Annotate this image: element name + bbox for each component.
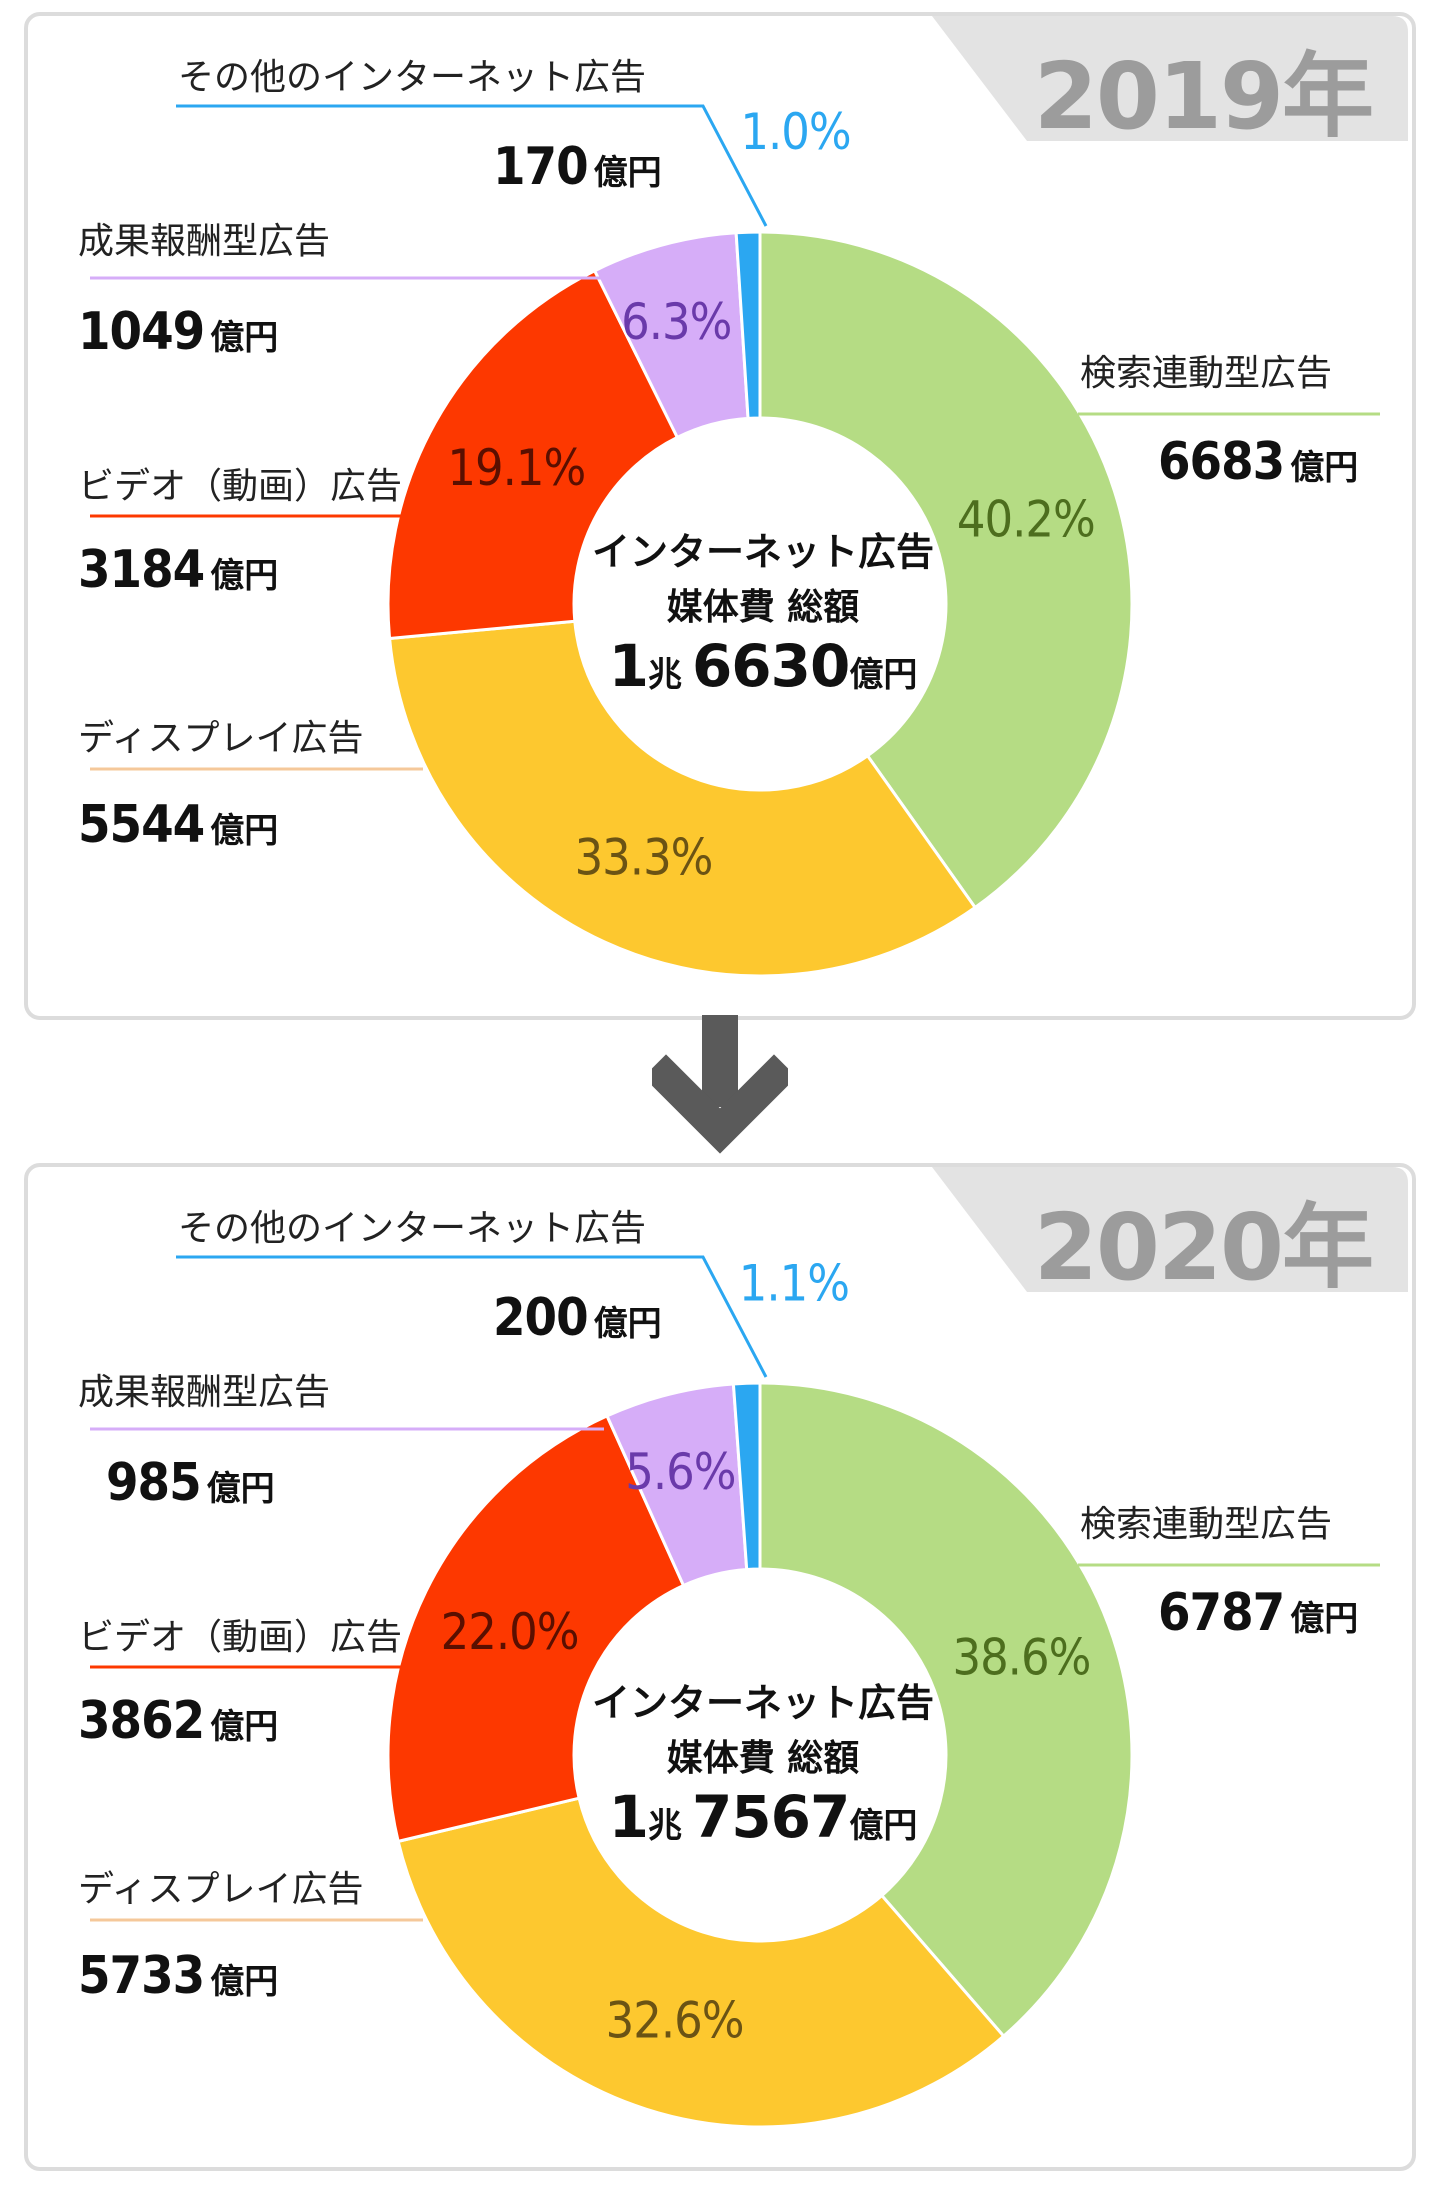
value-unit: 億円 (210, 556, 279, 596)
year-tab-shape (932, 1167, 1408, 1292)
value-display-ads: 5544 億円 (78, 799, 278, 851)
value-other-ads: 200 億円 (493, 1292, 662, 1344)
value-unit: 億円 (1290, 448, 1359, 488)
slice-other-ads (731, 1381, 762, 1572)
down-arrow-icon (652, 1015, 788, 1154)
value-performance-ads: 1049 億円 (78, 306, 278, 358)
value-unit: 億円 (210, 318, 279, 358)
leader-lines (90, 104, 1380, 771)
unit-a: 兆 (647, 655, 682, 695)
value-video-ads: 3184 億円 (78, 544, 278, 596)
value-performance-ads: 985 億円 (106, 1457, 275, 1509)
slice-search-ads (758, 230, 1134, 910)
unit-b: 億円 (849, 655, 918, 695)
donut-center-total: インターネット広告 媒体費 総額 1兆 7567億円 (563, 1672, 963, 1851)
value-number: 170 (493, 137, 589, 197)
value-unit: 億円 (593, 153, 662, 193)
slice-video-ads (386, 268, 680, 641)
value-unit: 億円 (593, 1304, 662, 1344)
year-number: 2020 (1033, 1194, 1284, 1301)
value-unit: 億円 (210, 1707, 279, 1747)
leader-other-ads (176, 104, 768, 227)
label-display-ads: ディスプレイ広告 (78, 1869, 364, 1910)
value-number: 985 (106, 1453, 202, 1513)
label-other-ads: その他のインターネット広告 (178, 1208, 647, 1249)
chart-panel-2020: 2020年 38.6% 32.6% 22.0% 5.6% 1.1% 検索連動型広告 67… (24, 1163, 1416, 2171)
unit-b: 億円 (849, 1806, 918, 1846)
leader-lines (90, 1255, 1380, 1922)
amount-b: 7567 (691, 1783, 850, 1851)
donut-center-total: インターネット広告 媒体費 総額 1兆 6630億円 (563, 521, 963, 700)
donut-slices (386, 230, 1134, 978)
value-number: 6787 (1158, 1583, 1285, 1643)
year-label: 2020年 (1033, 1173, 1374, 1306)
value-number: 200 (493, 1288, 589, 1348)
year-number: 2019 (1033, 43, 1284, 150)
center-subtitle: 媒体費 総額 (666, 587, 860, 628)
year-tab-shape (932, 16, 1408, 141)
label-display-ads: ディスプレイ広告 (78, 718, 364, 759)
label-video-ads: ビデオ（動画）広告 (78, 466, 403, 507)
year-tab: 2019年 (932, 16, 1412, 150)
leader-other-ads (176, 1255, 768, 1378)
value-search-ads: 6787 億円 (1158, 1587, 1358, 1639)
percent-labels: 40.2% 33.3% 19.1% 6.3% 1.0% (447, 103, 1095, 887)
value-number: 3184 (78, 540, 205, 600)
label-video-ads: ビデオ（動画）広告 (78, 1617, 403, 1658)
value-video-ads: 3862 億円 (78, 1695, 278, 1747)
value-unit: 億円 (206, 1469, 275, 1509)
center-amount: 1兆 6630億円 (563, 632, 963, 700)
amount-b: 6630 (691, 632, 850, 700)
label-search-ads: 検索連動型広告 (1080, 353, 1333, 394)
value-display-ads: 5733 億円 (78, 1950, 278, 2002)
value-number: 5733 (78, 1946, 205, 2006)
center-title: インターネット広告 (591, 1681, 934, 1725)
value-search-ads: 6683 億円 (1158, 436, 1358, 488)
value-unit: 億円 (210, 811, 279, 851)
label-other-ads: その他のインターネット広告 (178, 57, 647, 98)
donut-chart: 40.2% 33.3% 19.1% 6.3% 1.0% (90, 103, 1380, 978)
label-performance-ads: 成果報酬型広告 (78, 221, 331, 262)
percent-performance-ads: 6.3% (621, 293, 731, 351)
slice-display-ads (387, 619, 978, 978)
value-number: 5544 (78, 795, 205, 855)
value-other-ads: 170 億円 (493, 141, 662, 193)
label-performance-ads: 成果報酬型広告 (78, 1372, 331, 1413)
slice-search-ads (758, 1381, 1134, 2039)
percent-labels: 38.6% 32.6% 22.0% 5.6% 1.1% (441, 1254, 1092, 2050)
donut-chart: 38.6% 32.6% 22.0% 5.6% 1.1% (90, 1254, 1380, 2129)
year-suffix: 年 (1281, 43, 1374, 150)
percent-display-ads: 32.6% (606, 1992, 744, 2050)
value-unit: 億円 (210, 1962, 279, 2002)
slice-other-ads (734, 230, 762, 420)
year-suffix: 年 (1281, 1194, 1374, 1301)
percent-video-ads: 19.1% (447, 439, 585, 497)
percent-display-ads: 33.3% (575, 829, 713, 887)
slice-display-ads (396, 1796, 1006, 2129)
percent-search-ads: 38.6% (952, 1628, 1090, 1686)
year-label: 2019年 (1033, 22, 1374, 155)
value-unit: 億円 (1290, 1599, 1359, 1639)
percent-other-ads: 1.1% (739, 1254, 849, 1312)
percent-performance-ads: 5.6% (625, 1443, 735, 1501)
percent-search-ads: 40.2% (957, 490, 1095, 548)
center-subtitle: 媒体費 総額 (666, 1738, 860, 1779)
center-title: インターネット広告 (591, 530, 934, 574)
chart-panel-2019: 2019年 40.2% 33.3% 19.1% 6.3% 1.0% 検索連動型広告 66… (24, 12, 1416, 1020)
percent-video-ads: 22.0% (441, 1603, 579, 1661)
label-search-ads: 検索連動型広告 (1080, 1504, 1333, 1545)
year-tab: 2020年 (932, 1167, 1412, 1301)
center-amount: 1兆 7567億円 (563, 1783, 963, 1851)
value-number: 6683 (1158, 432, 1285, 492)
slice-video-ads (386, 1413, 686, 1844)
amount-a: 1 (608, 632, 649, 700)
donut-slices (386, 1381, 1134, 2129)
percent-other-ads: 1.0% (740, 103, 850, 161)
value-number: 3862 (78, 1691, 205, 1751)
value-number: 1049 (78, 302, 205, 362)
unit-a: 兆 (647, 1806, 682, 1846)
amount-a: 1 (608, 1783, 649, 1851)
